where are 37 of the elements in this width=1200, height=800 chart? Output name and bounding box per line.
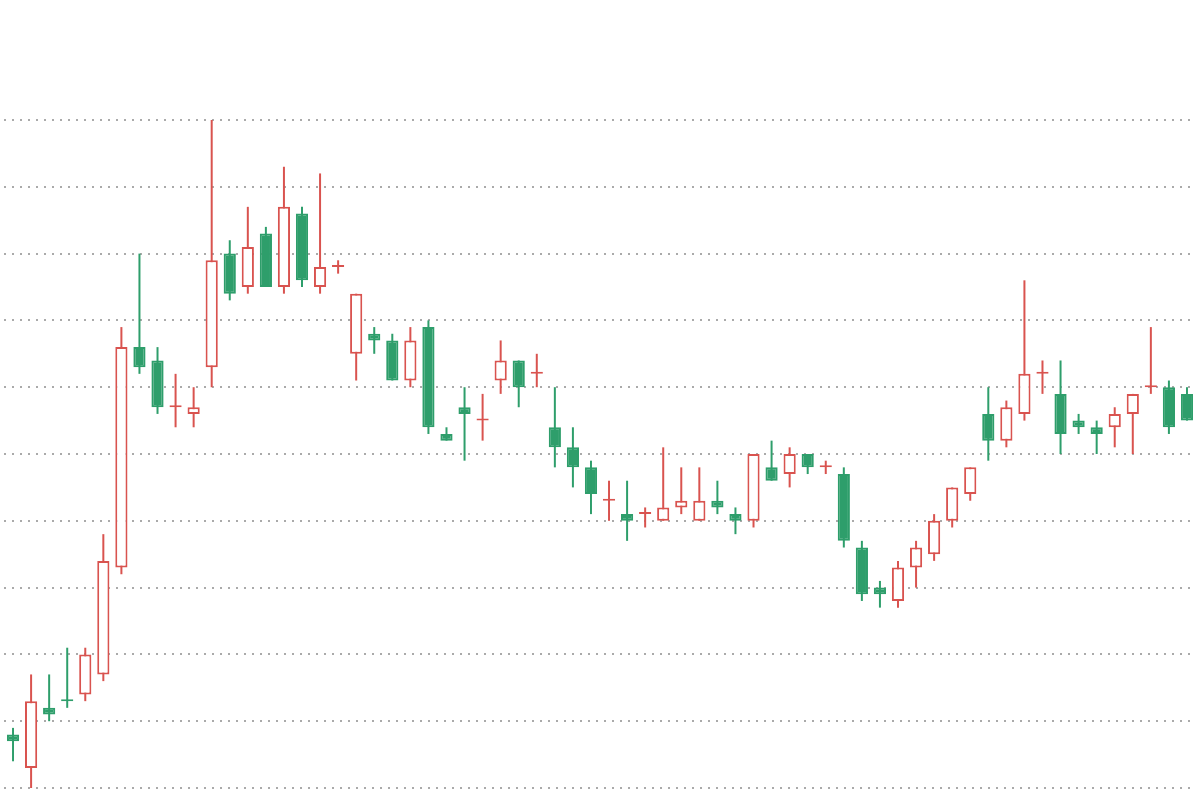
candlestick [512, 359, 525, 409]
candlestick [566, 426, 580, 489]
candlestick [1054, 359, 1067, 455]
candlestick [1162, 379, 1176, 435]
candlestick [43, 673, 56, 723]
candlestick [1126, 392, 1139, 455]
candlestick [928, 513, 941, 562]
candlestick [621, 479, 634, 542]
candlestick [801, 453, 814, 476]
candlestick [223, 239, 236, 302]
candlestick [946, 486, 959, 529]
candlestick [386, 332, 399, 382]
candlestick [79, 646, 92, 703]
candlestick [765, 439, 778, 482]
candlestick [241, 205, 254, 295]
candlestick [729, 506, 742, 536]
candlestick [1108, 406, 1121, 449]
candlestick [458, 386, 471, 462]
candlestick [494, 339, 507, 395]
candlestick [1018, 279, 1031, 422]
candlestick [133, 252, 146, 375]
candlestick [657, 446, 670, 522]
candlestick [151, 346, 164, 415]
candlestick [584, 459, 598, 516]
candlestick [693, 466, 706, 522]
candlestick [982, 386, 995, 462]
candlestick [964, 466, 977, 502]
candlestick [1090, 419, 1103, 455]
candlestick [187, 386, 200, 429]
candlestick [1000, 399, 1013, 449]
candlestick [891, 559, 905, 609]
candlestick [1180, 386, 1194, 422]
candlestick [855, 539, 868, 602]
candlestick [404, 326, 417, 389]
candlestick [548, 386, 561, 469]
candlestick [313, 172, 327, 295]
candlestick [639, 506, 652, 529]
